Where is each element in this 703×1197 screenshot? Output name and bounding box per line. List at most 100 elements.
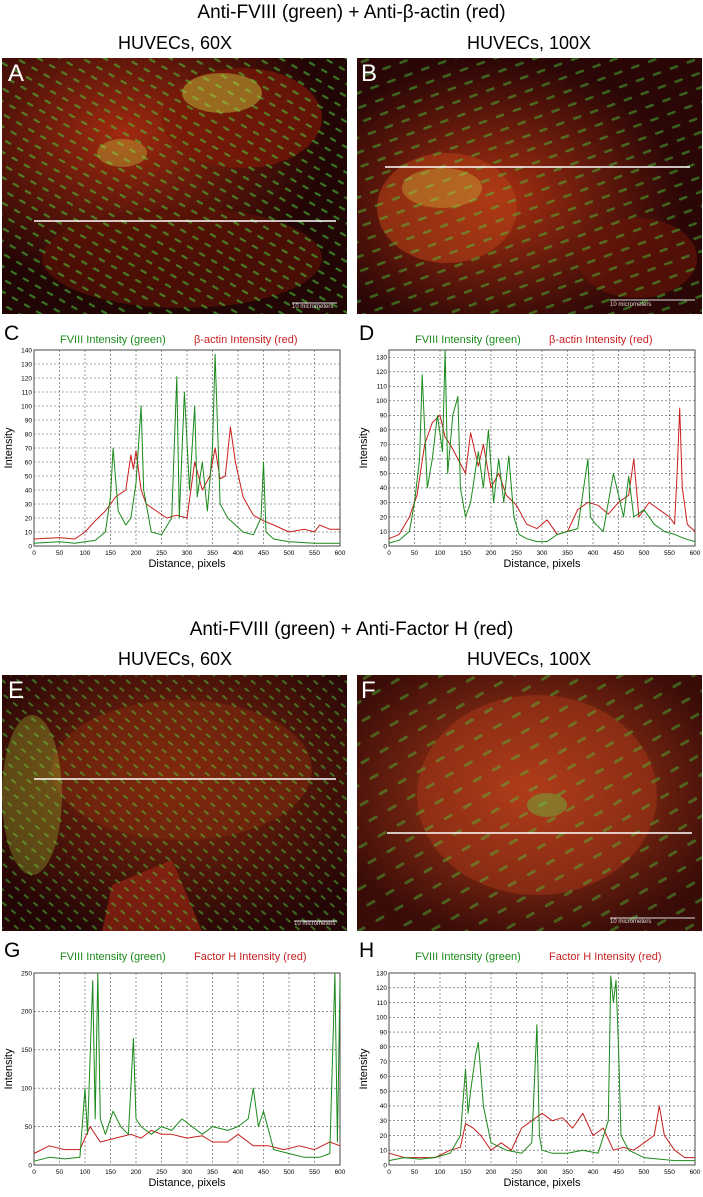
chart-h-y-tick-label: 20 <box>380 1133 388 1140</box>
chart-h-x-tick-label: 300 <box>537 1169 548 1176</box>
chart-c-x-tick-label: 200 <box>131 550 142 557</box>
micrograph-a-image <box>2 58 347 314</box>
chart-g-series-red <box>33 1126 341 1154</box>
chart-d-x-tick-label: 450 <box>613 550 624 557</box>
chart-d-y-tick-label: 120 <box>376 369 387 376</box>
chart-h-y-tick-label: 10 <box>380 1148 388 1155</box>
chart-d-legend-red: β-actin Intensity (red) <box>549 334 653 346</box>
chart-d-x-tick-label: 0 <box>387 550 391 557</box>
chart-h-x-tick-label: 100 <box>435 1169 446 1176</box>
chart-c-y-tick-label: 20 <box>25 515 33 522</box>
chart-g-x-tick-label: 250 <box>156 1169 167 1176</box>
micrograph-panel-f: F 10 micrometers <box>357 675 702 931</box>
chart-d-y-tick-label: 90 <box>380 413 388 420</box>
chart-g-legend-red: Factor H Intensity (red) <box>194 951 306 963</box>
scalebar-label-e: 10 micrometers <box>294 921 336 927</box>
chart-g-y-tick-label: 150 <box>21 1047 32 1054</box>
micrograph-b-image <box>357 58 702 314</box>
chart-c-legend-green: FVIII Intensity (green) <box>60 334 166 346</box>
chart-g-x-tick-label: 600 <box>335 1169 346 1176</box>
section-2-title: Anti-FVIII (green) + Anti-Factor H (red) <box>189 619 514 640</box>
chart-d-series-red <box>388 407 696 540</box>
chart-c-y-tick-label: 120 <box>21 375 32 382</box>
chart-c-y-tick-label: 30 <box>25 501 33 508</box>
chart-d-x-tick-label: 550 <box>664 550 675 557</box>
chart-h-x-tick-label: 50 <box>411 1169 419 1176</box>
panel-label-e: E <box>8 677 25 704</box>
chart-h-legend-red: Factor H Intensity (red) <box>549 951 661 963</box>
chart-h-y-axis-label: Intensity <box>358 1048 370 1089</box>
chart-d-x-axis-label: Distance, pixels <box>503 558 581 570</box>
chart-g-x-tick-label: 350 <box>207 1169 218 1176</box>
chart-d-x-tick-label: 300 <box>537 550 548 557</box>
chart-h-x-axis-label: Distance, pixels <box>503 1177 581 1189</box>
chart-c-y-tick-label: 10 <box>25 529 33 536</box>
chart-c-x-tick-label: 50 <box>56 550 64 557</box>
micrograph-panel-b: B 10 micrometers <box>357 58 702 314</box>
chart-c-x-tick-label: 100 <box>80 550 91 557</box>
scalebar-label-b: 10 micrometers <box>610 302 652 308</box>
chart-h-legend-green: FVIII Intensity (green) <box>415 951 521 963</box>
chart-h-x-tick-label: 350 <box>562 1169 573 1176</box>
chart-d-y-axis-label: Intensity <box>358 427 370 468</box>
chart-c-y-tick-label: 140 <box>21 347 32 354</box>
chart-d-y-tick-label: 50 <box>380 471 388 478</box>
chart-g-legend-green: FVIII Intensity (green) <box>60 951 166 963</box>
section-1-right-column-title: HUVECs, 100X <box>466 33 592 53</box>
chart-g-series-green <box>33 972 341 1162</box>
chart-d-y-tick-label: 40 <box>380 485 388 492</box>
chart-h-series-red <box>388 1105 695 1159</box>
micrograph-panel-a: A 10 micrometers <box>2 58 347 314</box>
chart-g-y-axis-label: Intensity <box>3 1048 15 1089</box>
chart-d-y-tick-label: 20 <box>380 514 388 521</box>
chart-c-x-tick-label: 450 <box>258 550 269 557</box>
intensity-chart-c: C FVIII Intensity (green) β-actin Intensit… <box>3 322 346 570</box>
intensity-chart-h: H FVIII Intensity (green) Factor H Intensi… <box>358 939 701 1189</box>
chart-c-y-tick-label: 110 <box>22 389 33 396</box>
chart-c-y-tick-label: 40 <box>25 487 33 494</box>
chart-g-y-tick-label: 0 <box>28 1162 32 1169</box>
chart-h-x-tick-label: 150 <box>460 1169 471 1176</box>
chart-c-y-tick-label: 130 <box>21 361 32 368</box>
chart-h-x-tick-label: 450 <box>613 1169 624 1176</box>
chart-d-x-tick-label: 350 <box>562 550 573 557</box>
panel-label-a: A <box>8 60 25 87</box>
chart-c-panel-label: C <box>4 322 19 345</box>
chart-d-y-tick-label: 0 <box>383 543 387 550</box>
chart-h-y-tick-label: 60 <box>380 1074 388 1081</box>
chart-h-y-tick-label: 130 <box>376 970 387 977</box>
section-1-left-column-title: HUVECs, 60X <box>117 33 233 53</box>
chart-h-y-tick-label: 50 <box>380 1088 388 1095</box>
panel-label-b: B <box>361 60 378 87</box>
chart-h-y-tick-label: 70 <box>380 1059 388 1066</box>
chart-c-x-tick-label: 550 <box>309 550 320 557</box>
chart-d-x-tick-label: 400 <box>588 550 599 557</box>
chart-d-x-tick-label: 150 <box>460 550 471 557</box>
chart-d-x-tick-label: 50 <box>411 550 419 557</box>
section-2-left-column-title: HUVECs, 60X <box>117 649 233 669</box>
panel-label-f: F <box>361 677 376 704</box>
chart-c-x-tick-label: 600 <box>335 550 346 557</box>
chart-d-x-tick-label: 200 <box>486 550 497 557</box>
chart-c-y-tick-label: 90 <box>25 417 33 424</box>
chart-h-y-tick-label: 30 <box>380 1118 388 1125</box>
chart-c-x-axis-label: Distance, pixels <box>148 558 226 570</box>
chart-g-x-tick-label: 300 <box>182 1169 193 1176</box>
chart-c-x-tick-label: 0 <box>32 550 36 557</box>
chart-h-x-tick-label: 0 <box>387 1169 391 1176</box>
chart-d-x-tick-label: 500 <box>639 550 650 557</box>
chart-c-y-axis-label: Intensity <box>3 427 15 468</box>
chart-h-y-tick-label: 120 <box>376 985 387 992</box>
chart-h-x-tick-label: 600 <box>690 1169 701 1176</box>
chart-g-x-tick-label: 400 <box>233 1169 244 1176</box>
intensity-chart-d: D FVIII Intensity (green) β-actin Intensit… <box>358 322 701 570</box>
chart-d-x-tick-label: 100 <box>435 550 446 557</box>
chart-h-y-tick-label: 0 <box>383 1162 387 1169</box>
chart-c-series-red <box>33 426 340 540</box>
chart-d-y-tick-label: 80 <box>380 427 388 434</box>
chart-g-x-tick-label: 200 <box>131 1169 142 1176</box>
chart-h-x-tick-label: 550 <box>664 1169 675 1176</box>
chart-c-x-tick-label: 300 <box>182 550 193 557</box>
chart-h-panel-label: H <box>359 939 374 962</box>
chart-d-x-tick-label: 250 <box>511 550 522 557</box>
